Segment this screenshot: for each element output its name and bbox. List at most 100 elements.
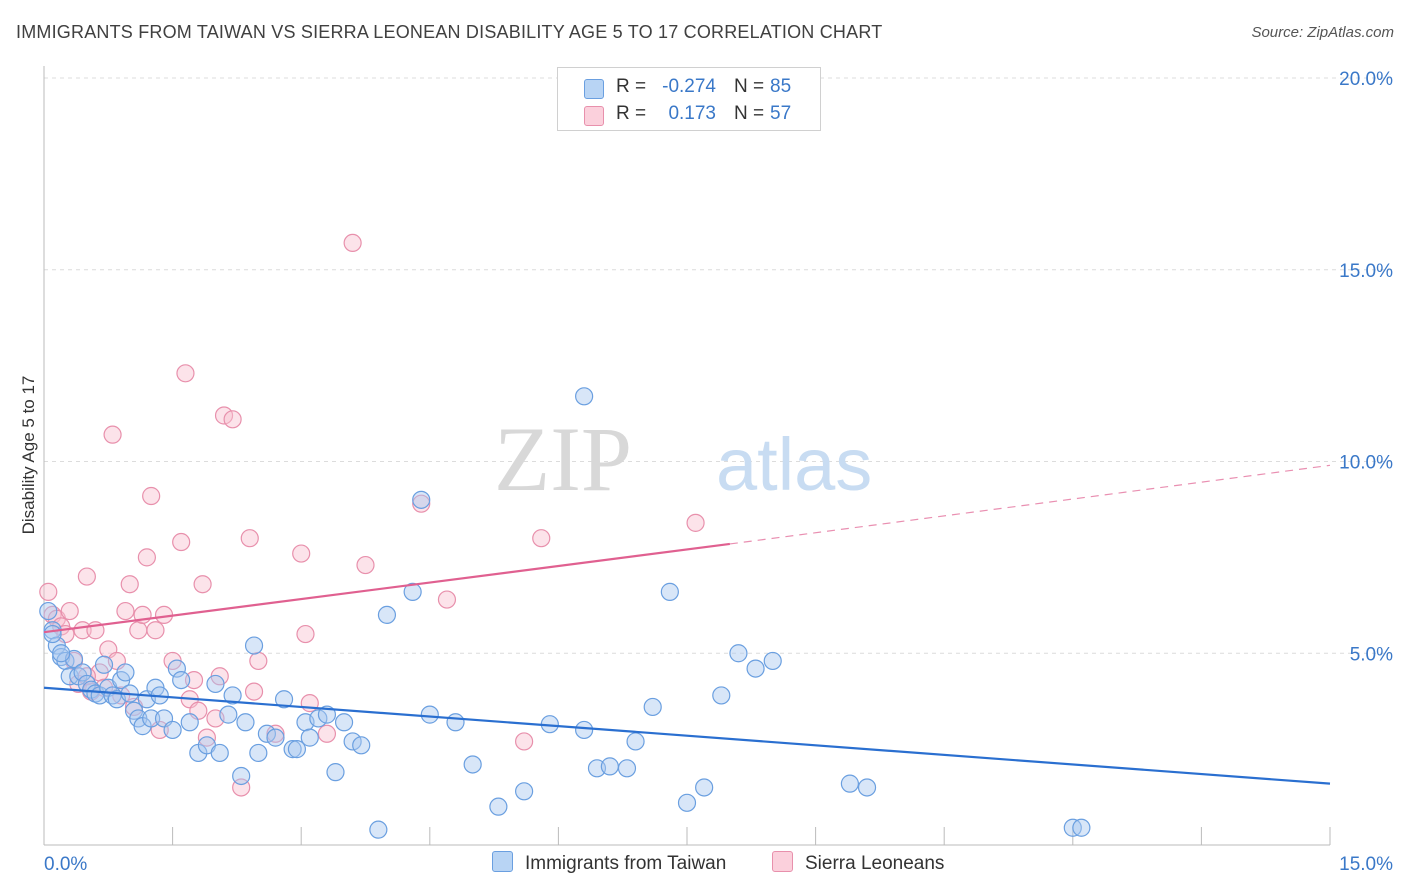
data-point-sierra bbox=[60, 601, 79, 621]
data-point-taiwan bbox=[283, 740, 302, 759]
chart-title: IMMIGRANTS FROM TAIWAN VS SIERRA LEONEAN… bbox=[16, 22, 883, 42]
data-point-taiwan bbox=[763, 651, 782, 671]
data-point-taiwan bbox=[377, 605, 397, 625]
data-point-taiwan bbox=[575, 387, 594, 406]
data-point-taiwan bbox=[287, 740, 307, 759]
trend-lines bbox=[43, 464, 1331, 785]
data-point-sierra bbox=[240, 529, 259, 548]
data-point-sierra bbox=[146, 621, 165, 640]
data-point-sierra bbox=[193, 575, 212, 594]
data-point-taiwan bbox=[116, 663, 135, 682]
data-point-sierra bbox=[184, 670, 204, 690]
legend-r-label: R = bbox=[616, 103, 647, 124]
data-point-sierra bbox=[103, 425, 122, 444]
data-point-taiwan bbox=[39, 601, 58, 621]
data-point-taiwan bbox=[163, 720, 182, 740]
data-point-taiwan bbox=[317, 705, 337, 724]
data-point-taiwan bbox=[515, 782, 534, 801]
legend-swatch-sierra bbox=[772, 851, 793, 872]
data-point-taiwan bbox=[52, 644, 71, 663]
y-tick-label: 20.0% bbox=[1339, 69, 1393, 90]
data-point-taiwan bbox=[712, 686, 731, 705]
data-point-taiwan bbox=[232, 766, 251, 786]
data-point-sierra bbox=[142, 486, 161, 506]
data-point-sierra bbox=[39, 582, 58, 601]
data-point-sierra bbox=[317, 724, 337, 743]
data-point-sierra bbox=[214, 406, 234, 425]
data-point-sierra bbox=[176, 364, 195, 383]
data-point-sierra bbox=[172, 532, 191, 552]
data-point-taiwan bbox=[660, 582, 679, 601]
watermark-atlas: atlas bbox=[716, 423, 872, 506]
legend-n-value: 57 bbox=[770, 103, 792, 124]
watermark: ZIP atlas bbox=[494, 408, 872, 510]
legend-item-taiwan[interactable]: Immigrants from Taiwan bbox=[492, 851, 726, 875]
legend-item-sierra[interactable]: Sierra Leoneans bbox=[772, 851, 944, 875]
legend-swatch-sierra bbox=[584, 106, 604, 126]
data-point-taiwan bbox=[729, 644, 748, 663]
data-point-taiwan bbox=[309, 709, 328, 728]
data-point-taiwan bbox=[274, 690, 294, 709]
y-tick-label: 15.0% bbox=[1339, 261, 1393, 282]
data-point-taiwan bbox=[840, 774, 859, 793]
data-point-taiwan bbox=[677, 793, 697, 812]
data-point-sierra bbox=[343, 233, 362, 253]
data-point-sierra bbox=[137, 548, 156, 567]
legend-label-taiwan: Immigrants from Taiwan bbox=[525, 853, 727, 874]
data-point-taiwan bbox=[94, 655, 114, 674]
trend-line-sierra-extension bbox=[729, 464, 1331, 545]
data-point-taiwan bbox=[643, 697, 662, 717]
legend-swatch-taiwan bbox=[584, 79, 604, 99]
data-point-taiwan bbox=[236, 713, 255, 732]
legend-swatch-taiwan bbox=[492, 851, 513, 872]
data-point-taiwan bbox=[420, 705, 439, 724]
legend-n-label: N = bbox=[734, 103, 765, 124]
data-point-taiwan bbox=[446, 713, 465, 732]
data-point-taiwan bbox=[43, 624, 62, 644]
data-point-taiwan bbox=[223, 686, 242, 705]
source-credit: Source: ZipAtlas.com bbox=[1251, 24, 1394, 41]
data-point-taiwan bbox=[266, 728, 285, 747]
data-point-taiwan bbox=[334, 713, 354, 732]
trend-line-sierra bbox=[43, 542, 731, 634]
data-point-taiwan bbox=[489, 797, 508, 816]
data-point-sierra bbox=[77, 567, 96, 586]
data-point-taiwan bbox=[403, 582, 422, 601]
data-point-taiwan bbox=[300, 728, 319, 747]
data-point-sierra bbox=[356, 555, 375, 575]
watermark-zip: ZIP bbox=[494, 408, 632, 510]
data-point-taiwan bbox=[369, 820, 388, 839]
data-point-sierra bbox=[116, 601, 135, 621]
data-point-sierra bbox=[197, 728, 216, 747]
data-point-sierra bbox=[296, 624, 315, 644]
data-point-taiwan bbox=[343, 732, 362, 751]
data-point-taiwan bbox=[1072, 818, 1091, 837]
tick-labels: 5.0% 10.0% 15.0% 20.0% 0.0% 15.0% bbox=[44, 69, 1393, 875]
legend-label-sierra: Sierra Leoneans bbox=[805, 853, 945, 874]
x-tick-label: 15.0% bbox=[1339, 854, 1393, 875]
data-point-sierra bbox=[412, 494, 431, 513]
legend-r-label: R = bbox=[616, 76, 647, 97]
legend-r-value: 0.173 bbox=[668, 103, 716, 124]
y-tick-label: 10.0% bbox=[1339, 453, 1393, 474]
data-point-taiwan bbox=[857, 778, 877, 797]
correlation-legend: R = -0.274 N = 85 R = 0.173 N = 57 bbox=[557, 67, 821, 131]
data-point-taiwan bbox=[326, 763, 345, 782]
data-point-sierra bbox=[244, 682, 264, 701]
data-point-taiwan bbox=[412, 490, 431, 509]
grid-lines bbox=[44, 77, 1395, 654]
data-point-sierra bbox=[686, 513, 705, 532]
data-point-taiwan bbox=[257, 724, 277, 743]
data-point-sierra bbox=[249, 651, 268, 671]
data-point-taiwan bbox=[172, 670, 191, 690]
series-sierra-leoneans bbox=[39, 233, 705, 797]
data-point-sierra bbox=[532, 529, 551, 548]
data-point-taiwan bbox=[249, 743, 268, 763]
axes bbox=[43, 66, 1331, 846]
legend-row-taiwan: R = -0.274 N = 85 bbox=[558, 75, 820, 103]
data-point-sierra bbox=[515, 732, 534, 751]
y-tick-label: 5.0% bbox=[1350, 644, 1393, 665]
data-point-sierra bbox=[292, 544, 311, 563]
data-point-taiwan bbox=[617, 759, 637, 778]
